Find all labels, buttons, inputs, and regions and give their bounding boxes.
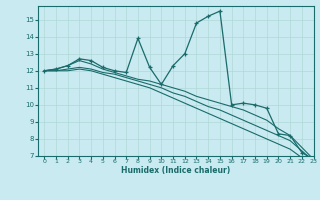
X-axis label: Humidex (Indice chaleur): Humidex (Indice chaleur): [121, 166, 231, 175]
